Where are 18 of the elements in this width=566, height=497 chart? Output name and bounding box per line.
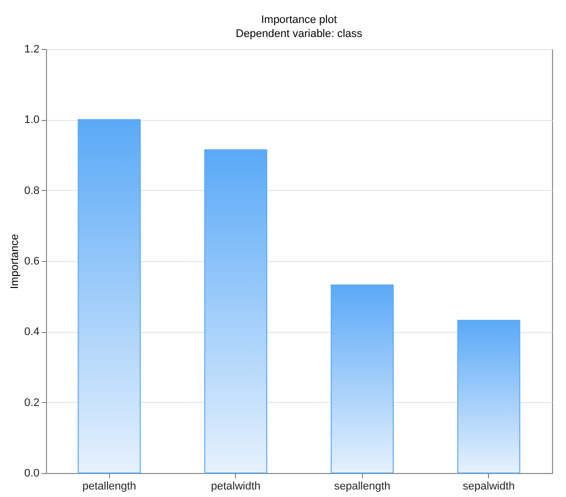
- y-tick-label: 0.2: [24, 396, 40, 409]
- y-tick-label: 0.6: [24, 256, 40, 268]
- bar: [78, 119, 141, 474]
- x-tick-label: petallength: [82, 480, 136, 492]
- x-tick-label: sepallength: [334, 480, 390, 492]
- x-tick-label: petalwidth: [210, 480, 261, 492]
- y-tick-label: 0.8: [24, 184, 40, 197]
- chart-title: Importance plot: [261, 14, 337, 26]
- y-axis-title: Importance: [9, 234, 22, 290]
- y-tick-label: 1.2: [24, 44, 40, 56]
- bar: [457, 320, 520, 474]
- y-tick-label: 0.0: [24, 468, 40, 480]
- y-tick-label: 0.4: [24, 326, 40, 338]
- x-tick-label: sepalwidth: [462, 480, 515, 492]
- chart-subtitle: Dependent variable: class: [236, 28, 363, 40]
- bar: [204, 149, 268, 474]
- y-tick-label: 1.0: [24, 114, 40, 126]
- bar: [330, 284, 394, 474]
